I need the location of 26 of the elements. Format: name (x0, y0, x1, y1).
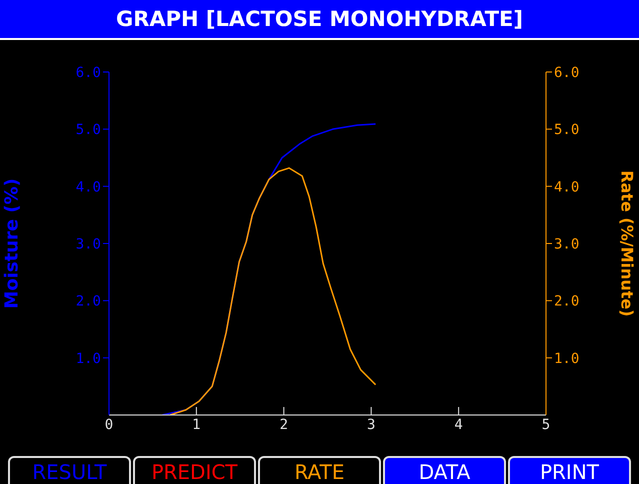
x-tick-label: 0 (104, 416, 114, 433)
y2-tick-label: 2.0 (554, 294, 580, 310)
y-tick-label: 5.0 (76, 122, 101, 138)
y2-tick-label: 1.0 (554, 350, 580, 367)
text: RESULT (8, 456, 131, 484)
y2-axis-title: Rate (%/Minute) (617, 170, 636, 317)
x-tick-label: 4 (454, 416, 463, 433)
y2-tick-label: 3.0 (554, 236, 580, 252)
text: DATA (383, 456, 506, 484)
y-tick-label: 4.0 (76, 179, 101, 196)
chart-title: GRAPH [LACTOSE MONOHYDRATE] (0, 0, 639, 40)
y-axis-title: Moisture (%) (1, 178, 22, 309)
x-tick-label: 1 (192, 416, 201, 433)
y-tick-label: 1.0 (76, 350, 101, 367)
text: PREDICT (133, 456, 256, 484)
text: PRINT (508, 456, 631, 484)
y2-tick-label: 5.0 (554, 122, 580, 138)
x-tick-label: 3 (366, 416, 376, 433)
y-tick-label: 2.0 (76, 294, 101, 310)
text: RATE (258, 456, 381, 484)
y2-tick-label: 6.0 (554, 64, 580, 81)
x-tick-label: 5 (542, 416, 550, 433)
y-tick-label: 6.0 (76, 64, 101, 81)
y2-tick-label: 4.0 (554, 179, 580, 196)
x-tick-label: 2 (280, 416, 288, 433)
y-tick-label: 3.0 (76, 236, 101, 252)
